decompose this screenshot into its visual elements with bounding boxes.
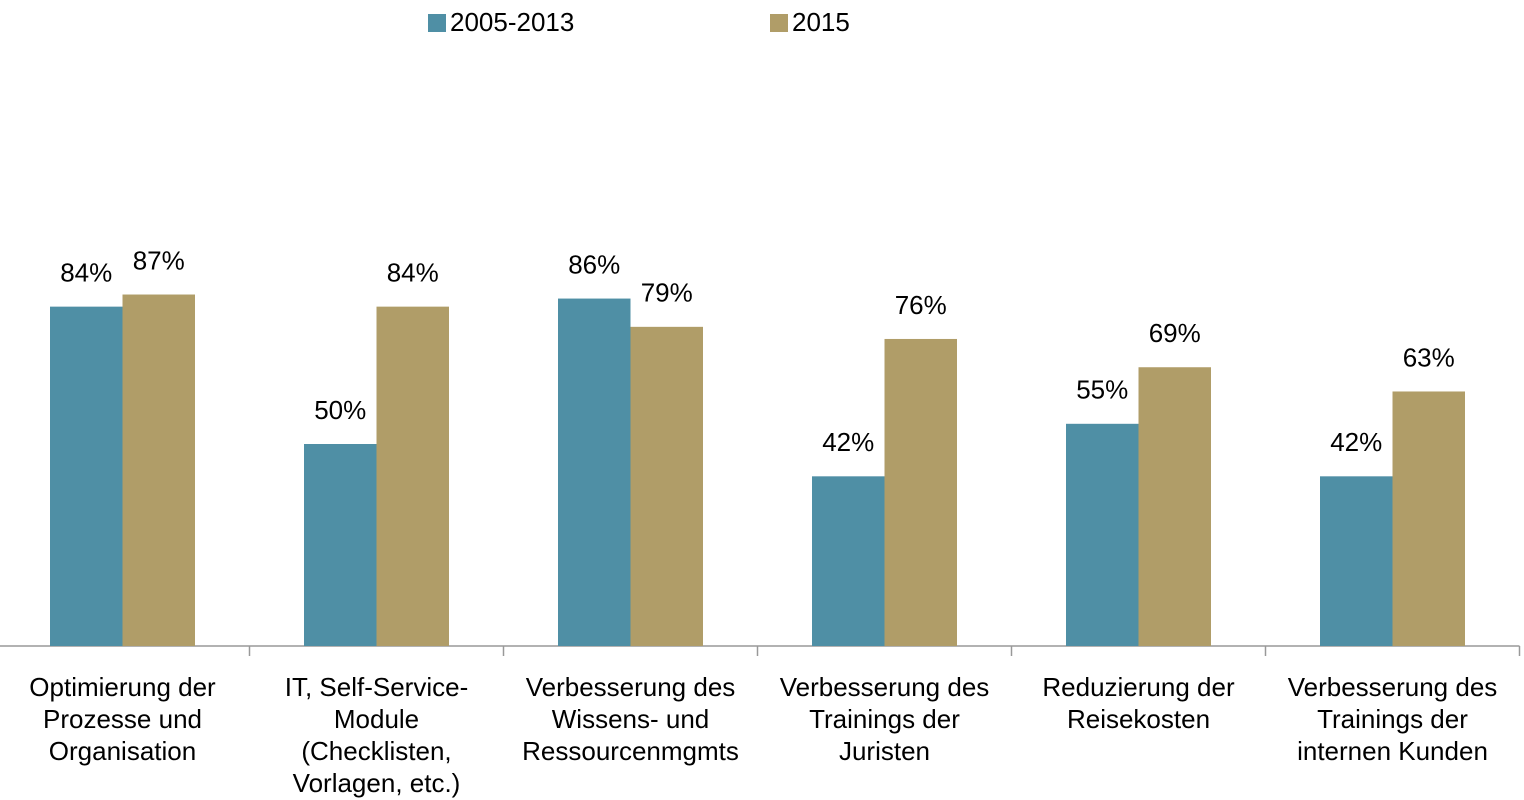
bar xyxy=(558,298,631,646)
x-tick-label: Verbesserung des Wissens- und Ressourcen… xyxy=(522,672,739,766)
legend-swatch xyxy=(428,14,446,32)
bar xyxy=(1138,367,1211,646)
data-label: 42% xyxy=(1330,427,1382,457)
x-tick-label: IT, Self-Service- Module (Checklisten, V… xyxy=(284,672,469,798)
bar xyxy=(884,338,957,646)
bar xyxy=(630,326,703,646)
legend-label: 2005-2013 xyxy=(450,7,574,37)
data-label: 79% xyxy=(641,278,693,308)
data-label: 76% xyxy=(895,290,947,320)
x-tick-label: Optimierung der Prozesse und Organisatio… xyxy=(29,672,216,766)
data-label: 63% xyxy=(1403,342,1455,372)
bar xyxy=(1320,476,1393,646)
data-label: 84% xyxy=(387,258,439,288)
x-tick-label: Verbesserung des Trainings der Juristen xyxy=(779,672,990,766)
bar xyxy=(122,294,195,646)
x-tick-label: Reduzierung der Reisekosten xyxy=(1042,672,1235,734)
legend-swatch xyxy=(770,14,788,32)
bar xyxy=(1066,423,1139,646)
legend-label: 2015 xyxy=(792,7,850,37)
data-label: 87% xyxy=(133,245,185,275)
bar xyxy=(812,476,885,646)
data-label: 69% xyxy=(1149,318,1201,348)
data-label: 86% xyxy=(568,249,620,279)
data-label: 55% xyxy=(1076,375,1128,405)
bar xyxy=(376,306,449,646)
bar xyxy=(304,444,377,646)
x-tick-label: Verbesserung des Trainings der internen … xyxy=(1287,672,1498,766)
data-label: 42% xyxy=(822,427,874,457)
data-label: 84% xyxy=(60,258,112,288)
bar xyxy=(50,306,123,646)
data-label: 50% xyxy=(314,395,366,425)
bar xyxy=(1392,391,1465,646)
